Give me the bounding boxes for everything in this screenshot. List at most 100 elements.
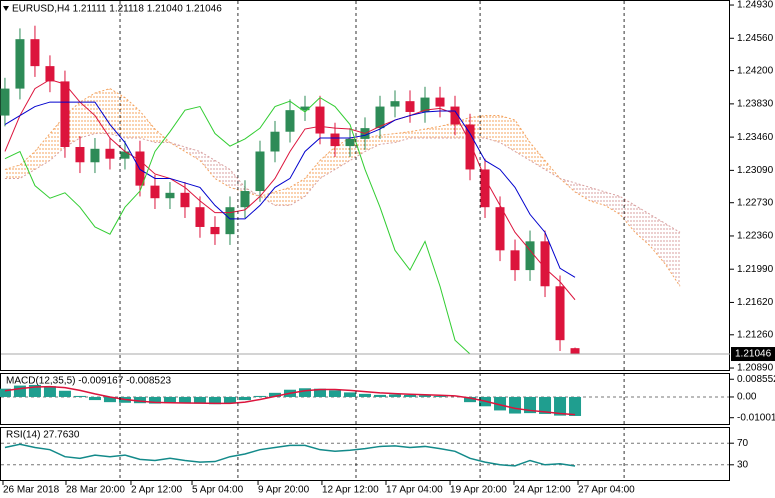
macd-bar bbox=[539, 396, 552, 414]
macd-bar bbox=[389, 394, 402, 397]
candle-body bbox=[330, 133, 340, 147]
price-label: 1.21046 bbox=[735, 349, 772, 360]
cloud-segment bbox=[530, 142, 546, 170]
panel-frame bbox=[0, 373, 730, 425]
cloud-segment bbox=[365, 135, 380, 152]
symbol-icon bbox=[3, 6, 9, 11]
y-tick-label: 1.24200 bbox=[737, 65, 774, 76]
x-tick-label: 27 Apr 04:00 bbox=[578, 485, 635, 496]
candle-body bbox=[315, 106, 325, 134]
candle-body bbox=[390, 101, 400, 107]
macd-bar bbox=[163, 396, 176, 404]
cloud-segment bbox=[380, 133, 395, 145]
candle-body bbox=[375, 106, 385, 129]
cloud-segment bbox=[410, 129, 426, 139]
candle-body bbox=[435, 97, 445, 107]
macd-bar bbox=[178, 396, 191, 404]
y-tick-label: 30 bbox=[737, 459, 749, 470]
candle-body bbox=[60, 81, 70, 147]
candle-body bbox=[420, 97, 430, 112]
macd-bar bbox=[434, 395, 447, 397]
candle-body bbox=[225, 207, 235, 235]
cloud-segment bbox=[94, 88, 110, 134]
y-tick-label: 1.24560 bbox=[737, 33, 774, 44]
macd-bar bbox=[328, 390, 341, 397]
y-tick-label: 1.20890 bbox=[737, 363, 774, 374]
macd-bar bbox=[343, 392, 356, 397]
y-tick-label: 70 bbox=[737, 438, 749, 449]
cloud-segment bbox=[500, 115, 516, 152]
candle-body bbox=[0, 88, 10, 116]
macd-bar bbox=[298, 388, 311, 397]
x-tick-label: 2 Apr 12:00 bbox=[131, 485, 183, 496]
y-tick-label: 1.21990 bbox=[737, 264, 774, 275]
macd-bar bbox=[43, 386, 56, 397]
cloud-segment bbox=[485, 115, 501, 143]
cloud-segment bbox=[124, 97, 140, 139]
x-tick-label: 12 Apr 12:00 bbox=[322, 485, 379, 496]
price-label-box bbox=[731, 347, 775, 362]
cloud-segment bbox=[425, 126, 441, 139]
macd-signal bbox=[4, 385, 576, 416]
macd-bar bbox=[58, 390, 71, 397]
candle-body bbox=[150, 185, 160, 199]
y-tick-label: 1.23830 bbox=[737, 99, 774, 110]
x-tick-label: 24 Apr 12:00 bbox=[514, 485, 571, 496]
candle-body bbox=[210, 226, 220, 235]
candle-body bbox=[180, 192, 190, 208]
y-tick-label: 1.21260 bbox=[737, 329, 774, 340]
cloud-segment bbox=[259, 191, 275, 206]
cloud-span-b bbox=[4, 133, 681, 233]
candle-body bbox=[75, 146, 85, 163]
candle-body bbox=[45, 66, 55, 82]
macd-bar bbox=[509, 396, 522, 414]
y-tick-label: 1.22730 bbox=[737, 197, 774, 208]
candle-body bbox=[105, 148, 115, 159]
cloud-segment bbox=[4, 164, 20, 179]
y-tick-label: -0.010011 bbox=[737, 412, 775, 423]
candle-body bbox=[540, 241, 550, 287]
candle-body bbox=[30, 39, 40, 67]
candle-body bbox=[285, 110, 295, 132]
macd-bar bbox=[223, 396, 236, 404]
macd-bar bbox=[208, 396, 221, 405]
macd-bar bbox=[524, 396, 537, 414]
macd-bar bbox=[133, 396, 146, 404]
cloud-segment bbox=[635, 205, 651, 246]
cloud-segment bbox=[590, 187, 606, 206]
x-tick-label: 5 Apr 04:00 bbox=[192, 485, 244, 496]
panel-frame bbox=[0, 427, 730, 481]
macd-bar bbox=[73, 395, 86, 397]
candle-body bbox=[270, 131, 280, 152]
cloud-segment bbox=[79, 93, 95, 139]
macd-bar bbox=[238, 396, 251, 401]
x-tick-label: 9 Apr 20:00 bbox=[258, 485, 310, 496]
candle-body bbox=[240, 191, 250, 208]
macd-bar bbox=[554, 396, 567, 416]
cloud-segment bbox=[515, 120, 531, 161]
cloud-segment bbox=[229, 169, 245, 192]
panel-title: RSI(14) 27.7630 bbox=[6, 430, 80, 441]
candle-body bbox=[495, 207, 505, 251]
candle-body bbox=[120, 151, 130, 159]
candle-body bbox=[15, 39, 25, 89]
rsi-line bbox=[4, 443, 576, 467]
candle-body bbox=[255, 151, 265, 192]
candle-body bbox=[165, 192, 175, 199]
cloud-segment bbox=[184, 147, 200, 161]
chart-title: EURUSD,H4 1.21111 1.21118 1.21040 1.2104… bbox=[12, 4, 222, 15]
macd-bar bbox=[569, 396, 582, 416]
macd-bar bbox=[148, 396, 161, 404]
macd-bar bbox=[0, 388, 11, 397]
y-tick-label: 0.00 bbox=[737, 392, 757, 403]
cloud-segment bbox=[199, 151, 215, 179]
macd-bar bbox=[88, 396, 101, 401]
cloud-segment bbox=[665, 223, 681, 287]
cloud-segment bbox=[440, 122, 456, 139]
x-tick-label: 26 Mar 2018 bbox=[3, 485, 60, 496]
macd-bar bbox=[313, 388, 326, 397]
macd-bar bbox=[358, 393, 372, 397]
panel-title: MACD(12,35,5) -0.009167 -0.008523 bbox=[6, 376, 172, 387]
